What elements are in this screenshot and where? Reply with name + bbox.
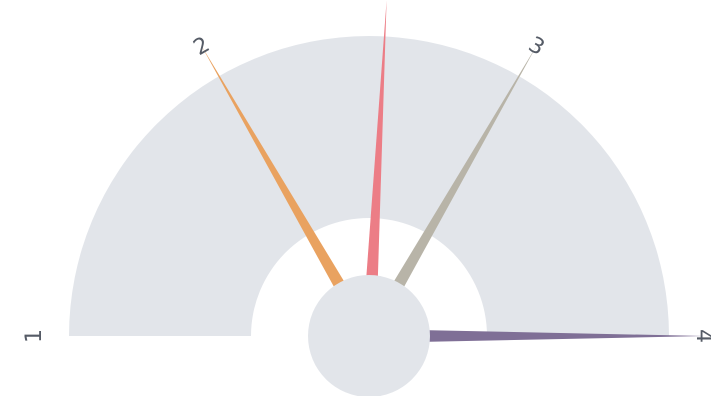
gauge-needle-2 <box>362 0 387 337</box>
gauge-needle-4 <box>369 329 705 343</box>
gauge-scale-label: 4 <box>691 329 711 343</box>
gauge-scale-label: 1 <box>22 329 47 343</box>
gauge-needles <box>201 0 705 343</box>
gauge-needle-1 <box>201 45 376 340</box>
gauge-hub <box>308 275 430 396</box>
gauge-needle-3 <box>362 45 537 340</box>
gauge-band <box>69 36 669 336</box>
